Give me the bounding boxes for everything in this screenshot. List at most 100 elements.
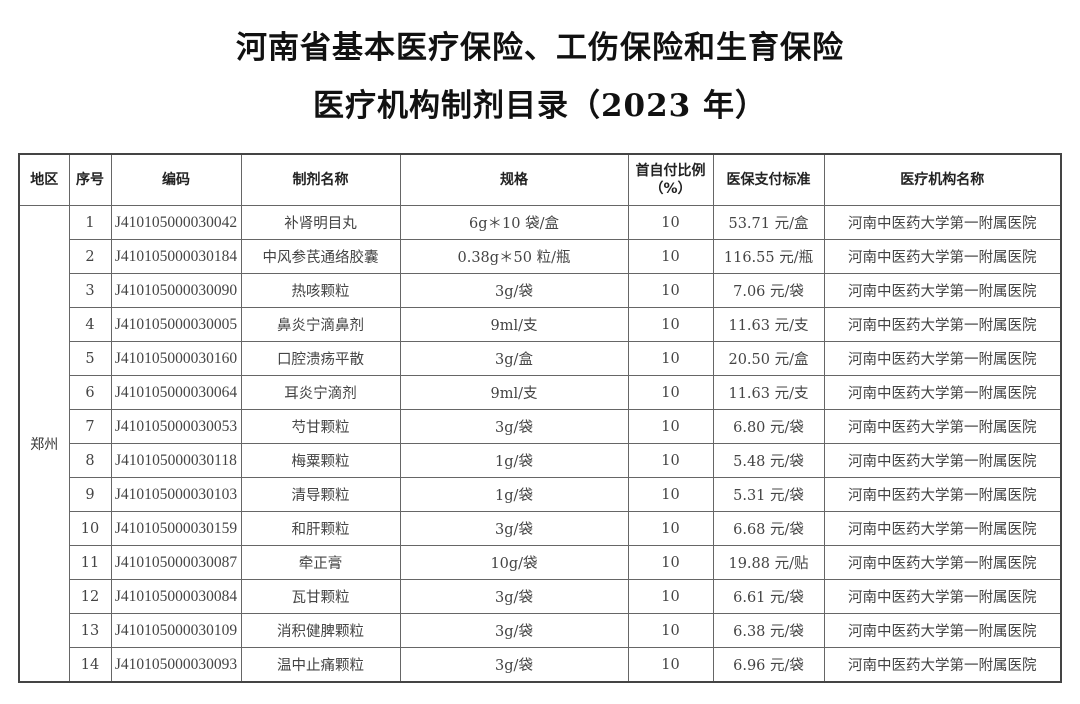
row-hospital: 河南中医药大学第一附属医院 (823, 205, 1062, 240)
row-ratio: 10 (627, 511, 714, 546)
row-hospital: 河南中医药大学第一附属医院 (823, 341, 1062, 376)
row-hospital: 河南中医药大学第一附属医院 (823, 579, 1062, 614)
row-name: 耳炎宁滴剂 (240, 375, 401, 410)
table-row: 9 J410105000030103 清导颗粒 1g/袋 10 5.31 元/袋 河南中医药… (19, 477, 1062, 512)
row-spec: 3g/袋 (399, 613, 629, 648)
table-row: 10 J410105000030159 和肝颗粒 3g/袋 10 6.68 元/袋 河南中医… (19, 511, 1062, 546)
row-hospital: 河南中医药大学第一附属医院 (823, 545, 1062, 580)
table-row: 13 J410105000030109 消积健脾颗粒 3g/袋 10 6.38 元/袋 河南… (19, 613, 1062, 648)
table-header-row: 地区 序号 编码 制剂名称 规格 首自付比例（%） 医保支付标准 医疗机构名称 (18, 153, 1062, 206)
row-price: 11.63 元/支 (712, 307, 825, 342)
row-ratio: 10 (627, 239, 714, 274)
row-spec: 1g/袋 (399, 443, 629, 478)
row-price: 6.96 元/袋 (712, 647, 825, 683)
row-price: 6.68 元/袋 (712, 511, 825, 546)
row-ratio: 10 (627, 443, 714, 478)
header-number: 序号 (68, 153, 112, 206)
row-name: 温中止痛颗粒 (240, 647, 401, 683)
row-code: J410105000030087 (110, 545, 242, 580)
row-name: 牵正膏 (240, 545, 401, 580)
row-hospital: 河南中医药大学第一附属医院 (823, 443, 1062, 478)
row-code: J410105000030090 (110, 273, 242, 308)
row-spec: 9ml/支 (399, 375, 629, 410)
row-price: 6.38 元/袋 (712, 613, 825, 648)
row-ratio: 10 (627, 375, 714, 410)
row-ratio: 10 (627, 477, 714, 512)
row-code: J410105000030109 (110, 613, 242, 648)
row-ratio: 10 (627, 205, 714, 240)
row-ratio: 10 (627, 545, 714, 580)
row-name: 和肝颗粒 (240, 511, 401, 546)
row-hospital: 河南中医药大学第一附属医院 (823, 409, 1062, 444)
row-name: 瓦甘颗粒 (240, 579, 401, 614)
row-price: 116.55 元/瓶 (712, 239, 825, 274)
row-ratio: 10 (627, 613, 714, 648)
row-code: J410105000030084 (110, 579, 242, 614)
row-code: J410105000030005 (110, 307, 242, 342)
row-spec: 3g/袋 (399, 511, 629, 546)
table-row: 7 J410105000030053 芍甘颗粒 3g/袋 10 6.80 元/袋 河南中医药… (19, 409, 1062, 444)
header-spec: 规格 (399, 153, 629, 206)
header-region: 地区 (18, 153, 70, 206)
table-row: 6 J410105000030064 耳炎宁滴剂 9ml/支 10 11.63 元/支 河南… (19, 375, 1062, 410)
row-hospital: 河南中医药大学第一附属医院 (823, 273, 1062, 308)
row-spec: 9ml/支 (399, 307, 629, 342)
table-row: 8 J410105000030118 梅粟颗粒 1g/袋 10 5.48 元/袋 河南中医药… (19, 443, 1062, 478)
row-price: 6.80 元/袋 (712, 409, 825, 444)
row-number: 6 (68, 375, 112, 410)
row-number: 11 (68, 545, 112, 580)
row-code: J410105000030159 (110, 511, 242, 546)
row-name: 清导颗粒 (240, 477, 401, 512)
row-price: 19.88 元/贴 (712, 545, 825, 580)
table-body: 郑州 1 J410105000030042 补肾明目丸 6g＊10 袋/盒 10 53.71… (18, 205, 1062, 683)
row-code: J410105000030064 (110, 375, 242, 410)
row-spec: 3g/袋 (399, 273, 629, 308)
row-spec: 6g＊10 袋/盒 (399, 205, 629, 240)
row-number: 7 (68, 409, 112, 444)
row-name: 口腔溃疡平散 (240, 341, 401, 376)
row-spec: 3g/盒 (399, 341, 629, 376)
header-hospital: 医疗机构名称 (823, 153, 1062, 206)
row-number: 2 (68, 239, 112, 274)
row-hospital: 河南中医药大学第一附属医院 (823, 613, 1062, 648)
row-spec: 3g/袋 (399, 579, 629, 614)
row-ratio: 10 (627, 647, 714, 683)
row-hospital: 河南中医药大学第一附属医院 (823, 239, 1062, 274)
row-number: 3 (68, 273, 112, 308)
row-price: 5.31 元/袋 (712, 477, 825, 512)
row-hospital: 河南中医药大学第一附属医院 (823, 375, 1062, 410)
header-ratio-label: 首自付比例（%） (635, 163, 706, 197)
row-name: 热咳颗粒 (240, 273, 401, 308)
header-name: 制剂名称 (240, 153, 401, 206)
row-spec: 3g/袋 (399, 647, 629, 683)
row-number: 12 (68, 579, 112, 614)
row-price: 11.63 元/支 (712, 375, 825, 410)
row-price: 5.48 元/袋 (712, 443, 825, 478)
row-price: 20.50 元/盒 (712, 341, 825, 376)
header-code: 编码 (110, 153, 242, 206)
row-number: 5 (68, 341, 112, 376)
row-ratio: 10 (627, 579, 714, 614)
row-hospital: 河南中医药大学第一附属医院 (823, 511, 1062, 546)
row-price: 7.06 元/袋 (712, 273, 825, 308)
row-number: 10 (68, 511, 112, 546)
row-code: J410105000030103 (110, 477, 242, 512)
row-hospital: 河南中医药大学第一附属医院 (823, 647, 1062, 683)
row-name: 鼻炎宁滴鼻剂 (240, 307, 401, 342)
region-cell: 郑州 (18, 205, 70, 683)
table-row: 12 J410105000030084 瓦甘颗粒 3g/袋 10 6.61 元/袋 河南中医… (19, 579, 1062, 614)
row-code: J410105000030184 (110, 239, 242, 274)
row-code: J410105000030042 (110, 205, 242, 240)
table-row: 3 J410105000030090 热咳颗粒 3g/袋 10 7.06 元/袋 河南中医药… (19, 273, 1062, 308)
row-code: J410105000030093 (110, 647, 242, 683)
row-number: 4 (68, 307, 112, 342)
row-ratio: 10 (627, 341, 714, 376)
row-code: J410105000030053 (110, 409, 242, 444)
row-name: 中风参芪通络胶囊 (240, 239, 401, 274)
row-number: 8 (68, 443, 112, 478)
header-price: 医保支付标准 (712, 153, 825, 206)
row-spec: 1g/袋 (399, 477, 629, 512)
row-spec: 10g/袋 (399, 545, 629, 580)
row-spec: 3g/袋 (399, 409, 629, 444)
header-ratio: 首自付比例（%） (627, 153, 714, 206)
